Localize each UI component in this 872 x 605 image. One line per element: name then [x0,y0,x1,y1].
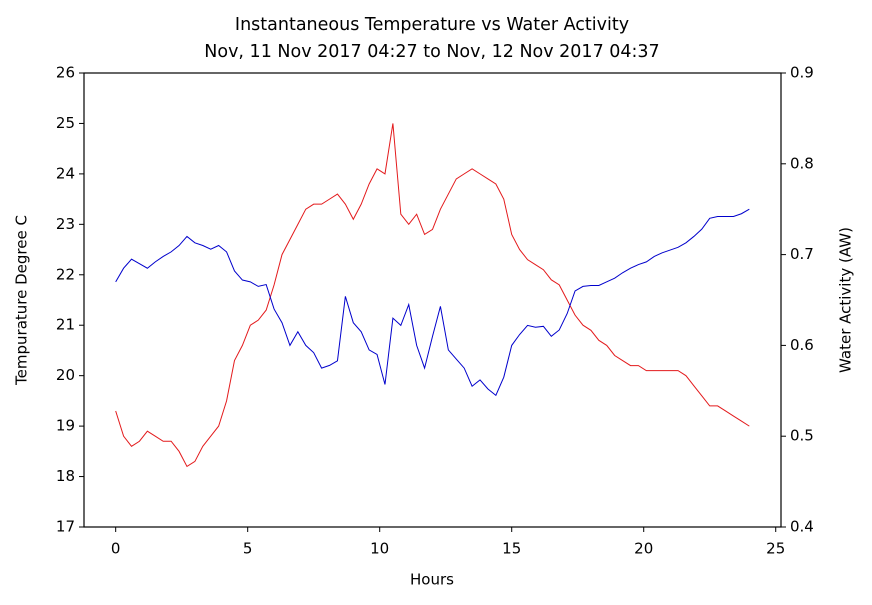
y-tick-label: 24 [56,164,75,182]
x-tick-label: 0 [111,540,121,558]
y-tick-label: 18 [56,467,75,485]
y2-tick-label: 0.9 [790,64,814,82]
y2-axis-label: Water Activity (AW) [837,227,855,373]
y2-tick-label: 0.6 [790,336,814,354]
y-tick-label: 19 [56,417,75,435]
y2-tick-label: 0.7 [790,245,814,263]
y2-tick-label: 0.5 [790,427,814,445]
y-tick-label: 23 [56,215,75,233]
y-tick-label: 20 [56,366,75,384]
y-axis-label: Tempurature Degree C [13,215,31,386]
y-tick-label: 26 [56,64,75,82]
x-tick-label: 15 [502,540,521,558]
x-tick-label: 5 [243,540,253,558]
x-tick-label: 20 [634,540,653,558]
y-tick-label: 22 [56,265,75,283]
x-axis-label: Hours [410,571,454,589]
y-tick-label: 25 [56,114,75,132]
y2-tick-label: 0.8 [790,154,814,172]
plot-frame [83,72,782,528]
y-tick-label: 21 [56,316,75,334]
series-line [115,123,750,468]
y-tick-label: 17 [56,518,75,536]
x-tick-label: 25 [766,540,785,558]
x-tick-label: 10 [370,540,389,558]
chart-title: Instantaneous Temperature vs Water Activ… [235,15,629,35]
chart-subtitle: Nov, 11 Nov 2017 04:27 to Nov, 12 Nov 20… [204,42,659,62]
series-line [115,208,750,397]
y2-tick-label: 0.4 [790,518,814,536]
